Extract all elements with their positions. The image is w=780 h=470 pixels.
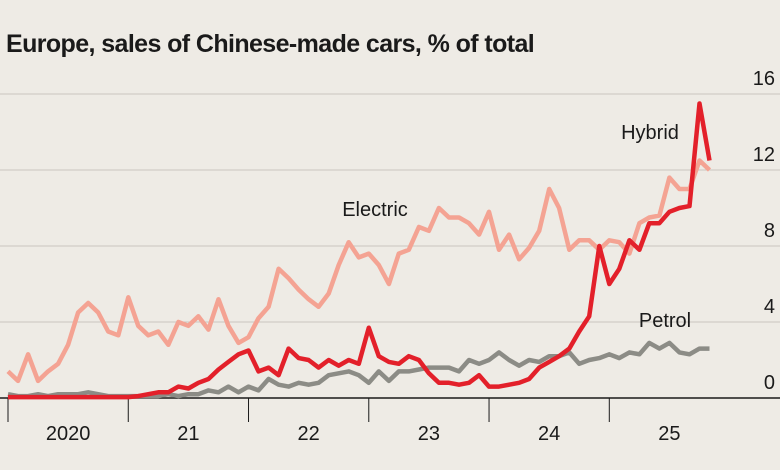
- series-label: Petrol: [639, 310, 691, 332]
- series-label: Hybrid: [621, 122, 679, 144]
- x-tick-label: 2020: [46, 423, 91, 445]
- series-line: [8, 101, 712, 400]
- chart-title: Europe, sales of Chinese-made cars, % of…: [6, 30, 534, 58]
- series-line: [6, 158, 712, 384]
- x-tick-label: 23: [418, 423, 440, 445]
- y-tick-label: 8: [764, 220, 775, 242]
- y-tick-label: 16: [753, 68, 775, 90]
- x-tick-label: 25: [658, 423, 680, 445]
- x-tick-label: 24: [538, 423, 560, 445]
- x-tick-label: 22: [298, 423, 320, 445]
- x-tick-label: 21: [177, 423, 199, 445]
- series-label: Electric: [342, 199, 408, 221]
- y-tick-label: 0: [764, 372, 775, 394]
- y-tick-label: 4: [764, 296, 775, 318]
- y-tick-label: 12: [753, 144, 775, 166]
